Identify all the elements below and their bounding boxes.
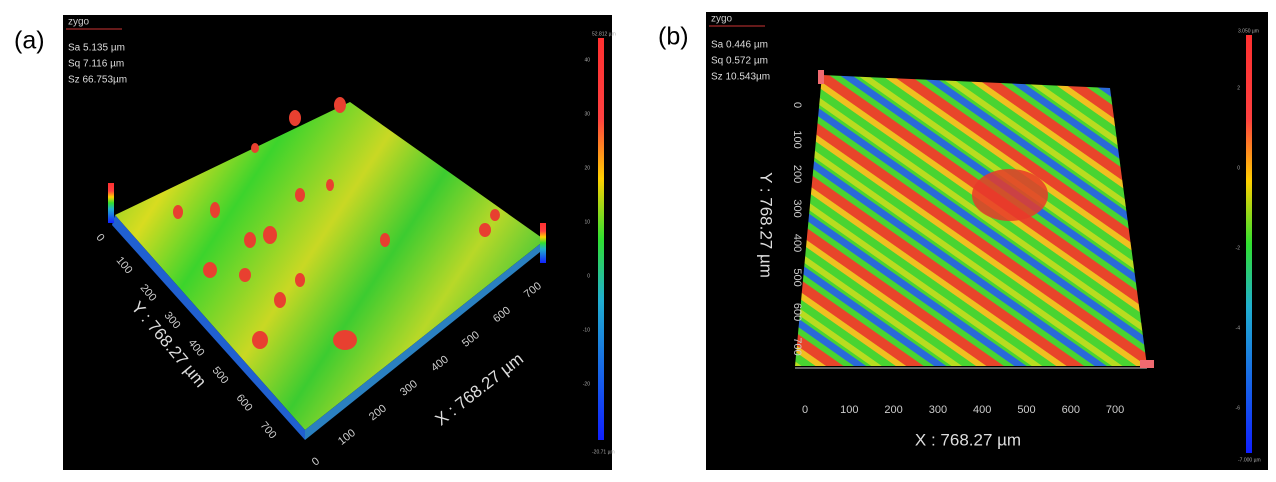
x-tick-label: 500: [1017, 404, 1035, 416]
stat: Sz 66.753µm: [68, 75, 127, 86]
y-tick-label: 600: [791, 303, 803, 321]
colorbar-tick: -10: [583, 327, 590, 333]
y-tick-label: 400: [791, 234, 803, 252]
surface-edge: [112, 215, 305, 440]
colorbar: [1246, 35, 1252, 453]
colorbar-tick: 0: [587, 273, 590, 279]
corner-marker: [540, 223, 546, 263]
y-tick-label: 0: [791, 102, 803, 108]
colorbar-tick: 30: [584, 111, 590, 117]
panel-label: (a): [14, 27, 45, 55]
stat: Sq 7.116 µm: [68, 59, 124, 70]
y-axis-label: Y : 768.27 µm: [757, 172, 776, 278]
colorbar-tick: -2: [1236, 245, 1241, 251]
y-tick-label: 700: [791, 337, 803, 355]
x-tick-label: 300: [929, 404, 947, 416]
peaks: [173, 97, 500, 350]
stat: Sz 10.543µm: [711, 72, 770, 83]
y-tick-label: 100: [791, 130, 803, 148]
logo: zygo: [711, 14, 733, 25]
colorbar-tick: 0: [1237, 165, 1240, 171]
x-tick-label: 0: [802, 404, 808, 416]
colorbar-min: -7.000 µm: [1238, 457, 1261, 463]
x-tick-label: 100: [840, 404, 858, 416]
colorbar: [598, 38, 604, 440]
corner-marker: [1140, 360, 1154, 368]
colorbar-max: 3.050 µm: [1238, 28, 1259, 34]
hot-spot: [972, 169, 1048, 221]
colorbar-tick: -6: [1236, 405, 1241, 411]
colorbar-tick: 2: [1237, 85, 1240, 91]
colorbar-min: -20.71 µm: [592, 449, 615, 455]
x-tick-label: 200: [884, 404, 902, 416]
panel-label: (b): [658, 23, 689, 51]
logo: zygo: [68, 17, 90, 28]
x-tick-label: 700: [1106, 404, 1124, 416]
stat: Sa 0.446 µm: [711, 40, 768, 51]
y-tick-label: 200: [791, 165, 803, 183]
colorbar-tick: 20: [584, 165, 590, 171]
x-tick-label: 400: [973, 404, 991, 416]
surface-edge: [305, 240, 545, 440]
colorbar-tick: 10: [584, 219, 590, 225]
y-tick-label: 500: [791, 268, 803, 286]
x-axis-label: X : 768.27 µm: [915, 430, 1021, 449]
colorbar-max: 52.812 µm: [592, 31, 616, 37]
x-tick-label: 600: [1062, 404, 1080, 416]
surface: [795, 75, 1147, 366]
colorbar-tick: 40: [584, 57, 590, 63]
colorbar-tick: -20: [583, 381, 590, 387]
corner-marker: [108, 183, 114, 223]
y-tick-label: 300: [791, 199, 803, 217]
corner-marker: [818, 70, 824, 84]
colorbar-tick: -4: [1236, 325, 1241, 331]
surface: [115, 102, 545, 430]
stat: Sa 5.135 µm: [68, 43, 125, 54]
stat: Sq 0.572 µm: [711, 56, 768, 67]
